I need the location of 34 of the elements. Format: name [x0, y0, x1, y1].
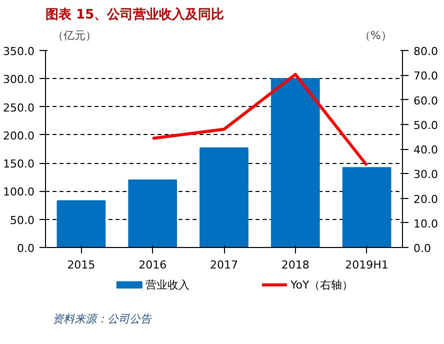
y2-tick-label: 20.0 — [414, 192, 438, 206]
y2-axis-title: （%） — [359, 28, 392, 42]
y2-tick-label: 10.0 — [414, 217, 438, 230]
y2-tick-label: 50.0 — [414, 118, 438, 132]
y-tick-label: 300.0 — [3, 73, 35, 86]
y-tick-label: 50.0 — [10, 214, 35, 227]
y2-tick-label: 30.0 — [414, 168, 438, 182]
legend-label: 营业收入 — [145, 278, 190, 292]
chart-title: 图表 15、公司营业收入及同比 — [46, 6, 224, 22]
bar — [270, 78, 320, 248]
y-axis-title: （亿元） — [52, 28, 97, 42]
y2-tick-label: 40.0 — [414, 144, 438, 156]
bar — [200, 147, 248, 248]
x-tick-label: 2016 — [138, 258, 167, 272]
y2-tick-label: 80.0 — [414, 45, 438, 58]
text: 资料来源：公司公告 — [52, 312, 153, 326]
y-tick-label: 250.0 — [3, 101, 35, 114]
bar — [56, 200, 106, 248]
y-tick-label: 0.0 — [17, 242, 35, 255]
y2-tick-label: 0.0 — [414, 242, 431, 255]
y2-tick-label: 60.0 — [414, 94, 438, 108]
bar — [128, 179, 178, 248]
y-tick-label: 100.0 — [3, 186, 35, 199]
x-tick-label: 2018 — [281, 258, 310, 272]
y-tick-label: 350.0 — [3, 45, 35, 58]
bar — [342, 167, 392, 248]
x-tick-label: 2019H1 — [345, 258, 388, 272]
x-tick-label: 2015 — [67, 258, 96, 272]
y2-tick-label: 70.0 — [414, 70, 438, 83]
y-tick-label: 150.0 — [3, 158, 35, 171]
x-tick-label: 2017 — [210, 258, 238, 272]
legend-label: YoY（右轴） — [289, 278, 354, 292]
line-series — [151, 72, 368, 167]
y-tick-label: 200.0 — [3, 129, 35, 142]
